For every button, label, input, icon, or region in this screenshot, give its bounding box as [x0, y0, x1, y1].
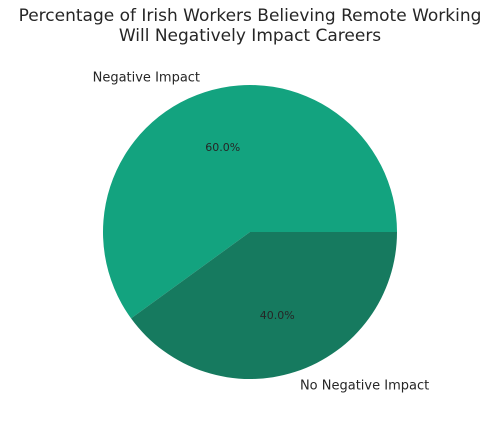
pie-slice-2: [131, 232, 397, 379]
pie-value-label-1: 60.0%: [205, 141, 240, 154]
pie-value-label-2: 40.0%: [260, 309, 295, 322]
pie-slice-1: [102, 84, 397, 319]
chart-title-line-2: Will Negatively Impact Careers: [118, 26, 382, 46]
pie-category-label-1: Negative Impact: [93, 71, 200, 86]
chart-title: Percentage of Irish Workers Believing Re…: [0, 6, 500, 46]
pie-category-label-2: No Negative Impact: [300, 378, 429, 393]
chart-title-line-1: Percentage of Irish Workers Believing Re…: [18, 6, 482, 26]
